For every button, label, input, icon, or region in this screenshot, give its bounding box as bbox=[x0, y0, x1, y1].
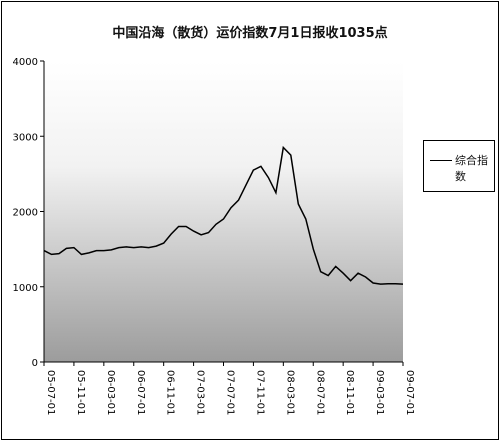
legend: 综合指数 bbox=[423, 140, 495, 192]
legend-label: 综合指数 bbox=[455, 154, 488, 183]
x-tick-label: 05-11-01 bbox=[75, 370, 86, 415]
x-tick-label: 07-03-01 bbox=[195, 370, 206, 415]
x-tick-label: 08-07-01 bbox=[314, 370, 325, 415]
y-tick-label: 4000 bbox=[13, 57, 38, 68]
x-tick-label: 05-07-01 bbox=[45, 370, 56, 415]
chart-title: 中国沿海（散货）运价指数7月1日报收1035点 bbox=[112, 26, 388, 41]
x-tick-label: 08-03-01 bbox=[284, 370, 295, 415]
legend-line-swatch bbox=[430, 160, 452, 161]
y-tick-label: 3000 bbox=[13, 132, 38, 143]
x-tick-label: 07-07-01 bbox=[225, 370, 236, 415]
x-tick-label: 09-07-01 bbox=[404, 370, 415, 415]
x-tick-label: 06-07-01 bbox=[135, 370, 146, 415]
y-tick-label: 0 bbox=[32, 358, 38, 369]
plot-area bbox=[44, 61, 403, 362]
y-tick-label: 2000 bbox=[13, 208, 38, 219]
x-tick-label: 08-11-01 bbox=[344, 370, 355, 415]
x-tick-label: 06-03-01 bbox=[105, 370, 116, 415]
x-tick-label: 06-11-01 bbox=[165, 370, 176, 415]
x-tick-label: 07-11-01 bbox=[254, 370, 265, 415]
y-tick-label: 1000 bbox=[13, 283, 38, 294]
x-tick-label: 09-03-01 bbox=[374, 370, 385, 415]
series-line bbox=[43, 145, 404, 285]
